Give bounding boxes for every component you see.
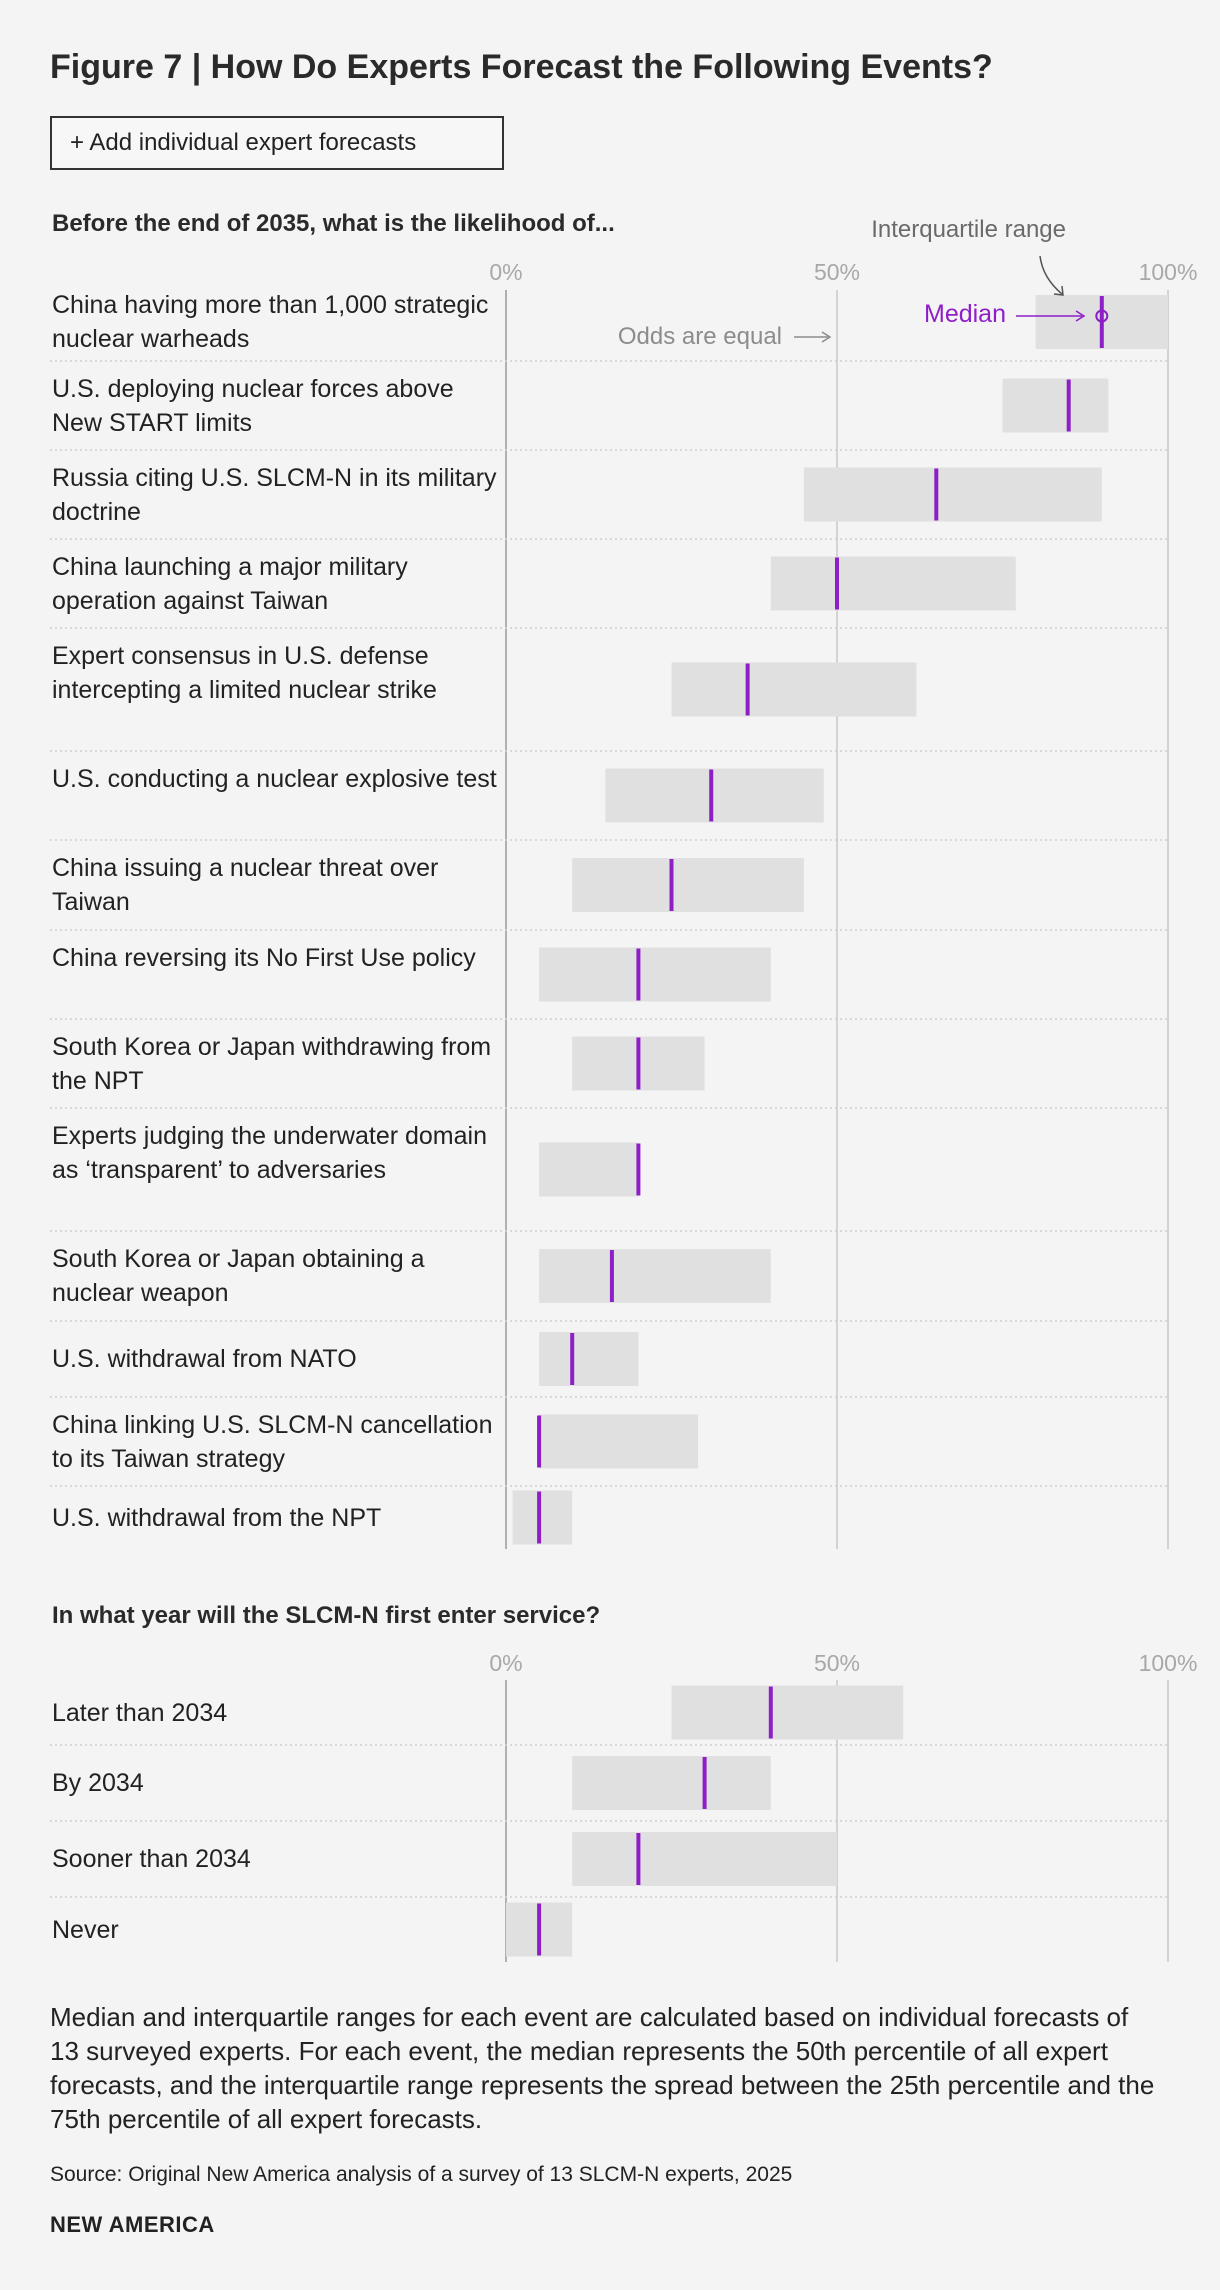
row-label: South Korea or Japan withdrawing from th… [52,1032,492,1095]
row-label: Later than 2034 [52,1698,228,1727]
iqr-bar [572,1832,837,1886]
row-label: China issuing a nuclear threat over Taiw… [52,854,439,916]
row-label: U.S. conducting a nuclear explosive test [52,764,497,793]
iqr-bar [539,947,771,1002]
section-question-service-year: In what year will the SLCM-N first enter… [52,1602,601,1629]
row-label: Never [52,1915,119,1944]
odds-equal-annotation: Odds are equal [618,323,782,350]
iqr-bar [539,1414,698,1469]
row-label: Expert consensus in U.S. defense interce… [52,641,437,704]
annotation-arrow [1039,255,1063,295]
iqr-bar [1002,378,1109,433]
row-label: Experts judging the underwater domain as… [52,1121,487,1184]
iqr-bar [671,1685,904,1740]
iqr-bar [572,858,804,912]
median-annotation-dot [1095,309,1109,323]
odds-annotation-arrowhead [821,331,832,343]
row-label: U.S. withdrawal from the NPT [52,1503,382,1532]
iqr-bar [539,1249,771,1303]
median-annotation-arrowhead [1075,310,1086,322]
axis-tick-label-2: 0% [489,1650,522,1676]
axis-tick-label-2: 100% [1139,1650,1198,1676]
row-label: China launching a major military operati… [52,552,408,615]
row-label: China having more than 1,000 strategic n… [52,291,489,353]
iqr-bar [605,768,824,823]
axis-tick-label-1: 0% [489,259,522,285]
row-label: China reversing its No First Use policy [52,943,476,972]
iqr-bar [671,662,917,717]
axis-tick-label-2: 50% [814,1650,860,1676]
footnote: Median and interquartile ranges for each… [50,2002,1155,2134]
annotation-arrowhead [1053,285,1064,296]
row-label: By 2034 [52,1769,144,1797]
row-label: U.S. withdrawal from NATO [52,1345,357,1373]
source-note: Source: Original New America analysis of… [50,2163,793,2186]
median-annotation: Median [924,300,1006,328]
iqr-bar [539,1142,639,1197]
row-label: South Korea or Japan obtaining a nuclear… [52,1245,425,1307]
iqr-bar [803,467,1102,522]
interquartile-range-annotation: Interquartile range [871,216,1066,243]
section-question-likelihood: Before the end of 2035, what is the like… [52,210,615,237]
iqr-bar [512,1490,573,1545]
row-label: Sooner than 2034 [52,1845,251,1873]
row-label: China linking U.S. SLCM-N cancellation t… [52,1410,493,1473]
iqr-bar [539,1332,639,1386]
iqr-bar [770,556,1016,611]
add-expert-forecasts-button[interactable]: + Add individual expert forecasts [50,116,504,170]
iqr-bar [572,1756,771,1810]
brand-logo-text: NEW AMERICA [50,2212,215,2237]
figure-title: Figure 7 | How Do Experts Forecast the F… [50,48,993,86]
row-label: Russia citing U.S. SLCM-N in its militar… [52,463,497,526]
row-label: U.S. deploying nuclear forces above New … [52,374,454,437]
axis-tick-label-1: 100% [1139,259,1198,285]
axis-tick-label-1: 50% [814,259,860,285]
